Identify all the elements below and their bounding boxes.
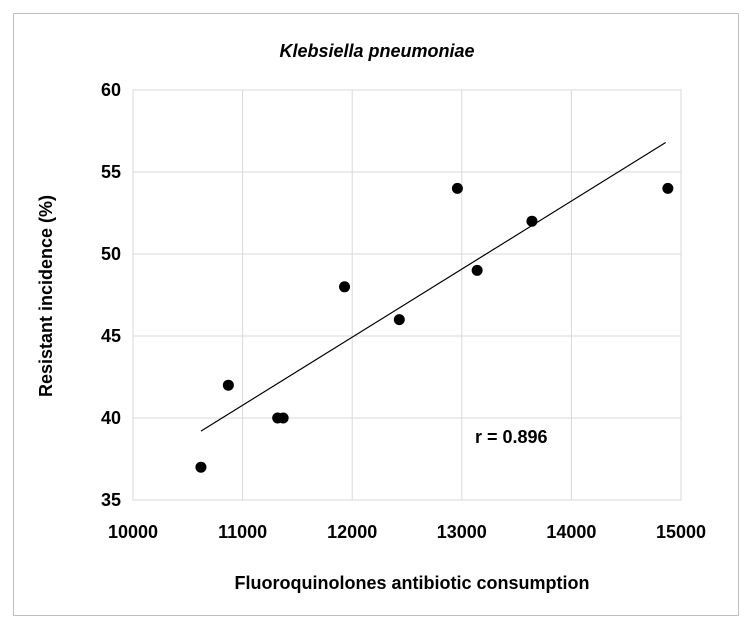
trendline xyxy=(200,141,666,432)
y-tick-label: 50 xyxy=(101,244,121,264)
data-point xyxy=(277,412,289,424)
y-tick-label: 40 xyxy=(101,408,121,428)
y-tick-label: 55 xyxy=(101,162,121,182)
x-tick-label: 15000 xyxy=(656,522,706,542)
plot-area xyxy=(132,89,682,501)
data-point xyxy=(471,264,483,276)
correlation-annotation: r = 0.896 xyxy=(475,427,548,447)
data-point xyxy=(393,314,405,326)
x-tick-label: 12000 xyxy=(327,522,377,542)
x-tick-label: 14000 xyxy=(546,522,596,542)
grid-lines xyxy=(132,89,682,501)
data-point xyxy=(339,281,351,293)
y-axis-label: Resistant incidence (%) xyxy=(36,195,56,397)
y-tick-label: 35 xyxy=(101,490,121,510)
data-point xyxy=(451,182,463,194)
data-points xyxy=(195,182,674,473)
x-axis-ticks: 10000 11000 12000 13000 14000 15000 xyxy=(108,522,706,542)
y-tick-label: 45 xyxy=(101,326,121,346)
data-point xyxy=(526,215,538,227)
x-axis-label: Fluoroquinolones antibiotic consumption xyxy=(235,573,590,593)
data-point xyxy=(662,182,674,194)
x-tick-label: 11000 xyxy=(218,522,267,542)
chart-title: Klebsiella pneumoniae xyxy=(279,41,474,61)
y-axis-ticks: 35 40 45 50 55 60 xyxy=(101,80,121,510)
x-tick-label: 13000 xyxy=(437,522,487,542)
x-tick-label: 10000 xyxy=(108,522,158,542)
data-point xyxy=(222,379,234,391)
data-point xyxy=(195,461,207,473)
chart-frame xyxy=(13,13,739,616)
y-tick-label: 60 xyxy=(101,80,121,100)
